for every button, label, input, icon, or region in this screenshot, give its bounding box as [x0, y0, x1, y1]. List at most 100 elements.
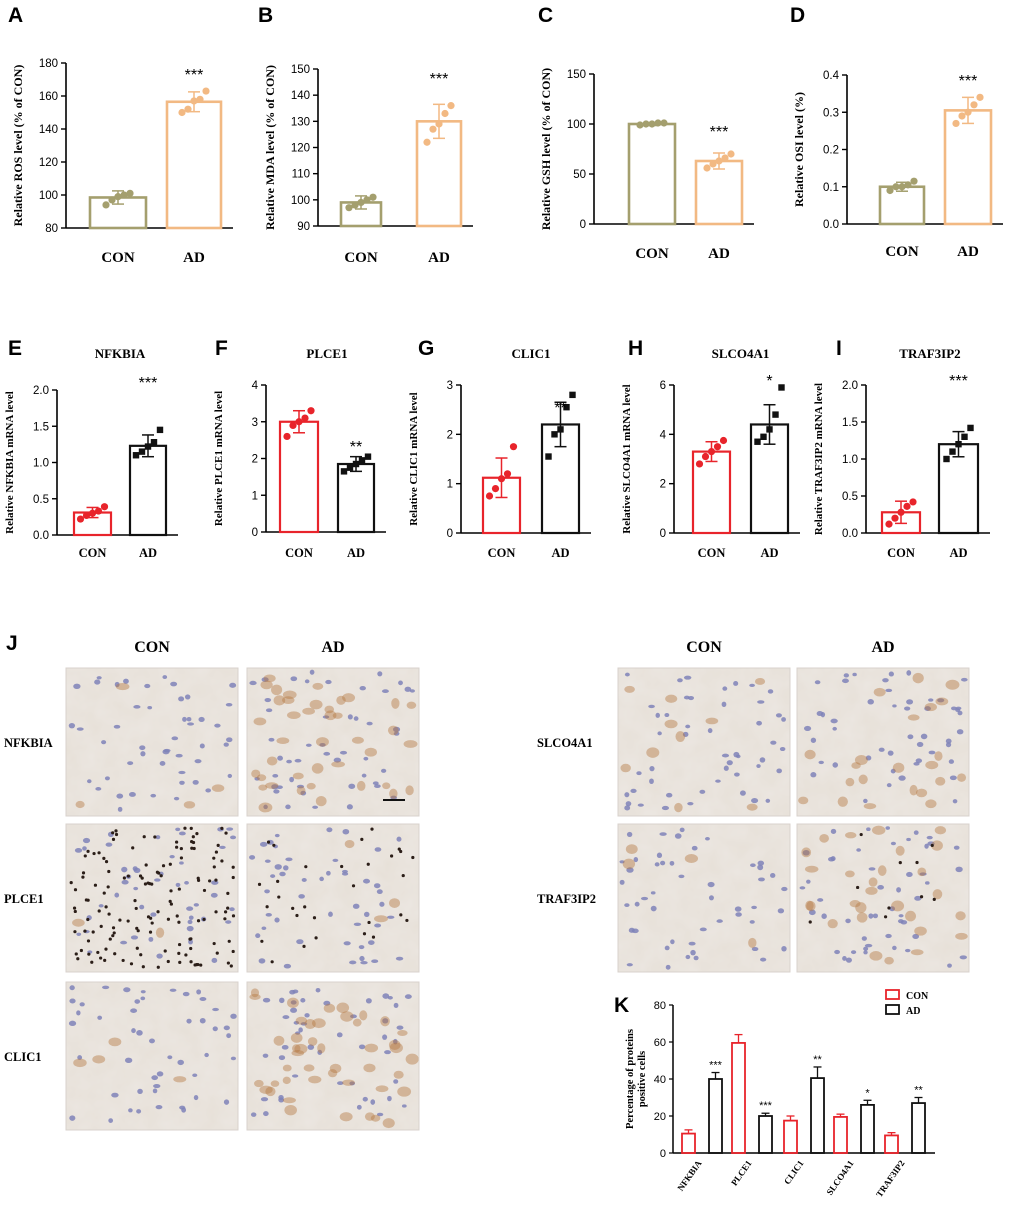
- chart-title: SLCO4A1: [712, 346, 770, 361]
- cell-nucleus: [751, 946, 759, 952]
- cell-nucleus: [319, 876, 324, 882]
- dark-nucleus: [87, 952, 91, 956]
- stained-cell: [389, 1042, 403, 1054]
- cell-nucleus: [289, 989, 296, 995]
- cell-nucleus: [323, 751, 331, 756]
- stained-cell: [329, 1063, 342, 1074]
- cell-nucleus: [392, 726, 401, 733]
- dark-nucleus: [214, 850, 219, 854]
- stained-cell: [873, 687, 886, 697]
- cell-nucleus: [845, 918, 851, 924]
- data-point: [88, 509, 97, 517]
- cell-nucleus: [300, 790, 307, 796]
- stained-cell: [211, 784, 225, 792]
- dark-nucleus: [215, 951, 219, 955]
- cell-nucleus: [348, 783, 356, 789]
- cell-nucleus: [350, 1014, 357, 1019]
- stained-cell: [382, 782, 391, 790]
- cell-nucleus: [374, 847, 382, 852]
- bar-ad: [128, 444, 168, 537]
- cell-nucleus: [661, 805, 670, 811]
- data-point: [283, 432, 291, 441]
- micrograph-frame: [65, 981, 239, 1131]
- cell-nucleus: [393, 731, 400, 736]
- dark-nucleus: [199, 963, 203, 967]
- cell-nucleus: [750, 863, 756, 868]
- cell-nucleus: [111, 1092, 119, 1098]
- cell-nucleus: [890, 841, 897, 846]
- stained-cell: [282, 696, 295, 704]
- y-tick-label: 0.4: [823, 70, 840, 82]
- stained-cell: [664, 719, 678, 729]
- cell-nucleus: [959, 955, 967, 960]
- cell-nucleus: [679, 827, 685, 833]
- significance-label: **: [813, 1054, 822, 1066]
- dark-nucleus: [399, 913, 403, 917]
- micrograph-image: [65, 667, 239, 817]
- stained-cell: [863, 803, 877, 810]
- cell-nucleus: [156, 1071, 164, 1077]
- cell-nucleus: [198, 716, 205, 723]
- stained-cell: [316, 737, 329, 747]
- data-point: [363, 196, 371, 204]
- cell-nucleus: [283, 963, 292, 969]
- stained-cell: [263, 674, 276, 683]
- cell-nucleus: [404, 994, 412, 999]
- y-tick-label: 90: [297, 221, 310, 233]
- cell-nucleus: [212, 1026, 218, 1032]
- significance-label: ***: [139, 375, 158, 392]
- cell-nucleus: [619, 860, 625, 864]
- stained-cell: [798, 796, 809, 805]
- cell-nucleus: [861, 936, 867, 941]
- dark-nucleus: [371, 935, 376, 939]
- dark-nucleus: [397, 847, 401, 851]
- stained-cell: [155, 927, 165, 938]
- cell-nucleus: [657, 731, 662, 736]
- y-tick-label: 100: [39, 190, 58, 202]
- cell-nucleus: [278, 1055, 286, 1061]
- bar-ad-slco4a1: [860, 1104, 875, 1154]
- cell-nucleus: [863, 946, 869, 951]
- micrograph-image: [796, 823, 970, 973]
- cell-nucleus: [121, 866, 128, 873]
- data-point: [642, 120, 650, 128]
- cell-nucleus: [926, 835, 933, 840]
- cell-nucleus: [337, 1081, 344, 1086]
- cell-nucleus: [162, 675, 168, 680]
- y-tick-label: 60: [654, 1037, 666, 1049]
- cell-nucleus: [878, 747, 885, 752]
- dark-nucleus: [114, 829, 118, 833]
- cell-nucleus: [230, 1013, 237, 1019]
- cell-nucleus: [366, 721, 373, 726]
- cell-nucleus: [97, 1015, 103, 1020]
- stained-cell: [364, 1043, 379, 1053]
- row-label: TRAF3IP2: [537, 892, 596, 906]
- stained-cell: [324, 705, 335, 714]
- cell-nucleus: [278, 1094, 284, 1101]
- dark-nucleus: [366, 862, 370, 866]
- data-point: [910, 177, 918, 185]
- stained-cell: [273, 695, 286, 706]
- dark-nucleus: [405, 918, 409, 923]
- cell-nucleus: [863, 950, 868, 955]
- dark-nucleus: [169, 902, 173, 906]
- cell-nucleus: [842, 956, 847, 961]
- dark-nucleus: [202, 888, 207, 893]
- cell-nucleus: [715, 779, 721, 783]
- dark-nucleus: [340, 864, 344, 869]
- data-point: [897, 508, 905, 516]
- stained-cell: [624, 685, 635, 693]
- cell-nucleus: [649, 778, 654, 785]
- cell-nucleus: [687, 696, 695, 701]
- stained-cell: [92, 1055, 106, 1064]
- dark-nucleus: [138, 874, 143, 878]
- stained-cell: [391, 697, 400, 709]
- chart-panel-c: 0 50 100 150 CON AD *** Relative GSH level (% o…: [539, 68, 754, 262]
- cell-nucleus: [82, 837, 91, 844]
- data-point: [943, 455, 950, 463]
- cell-nucleus: [749, 920, 755, 924]
- cell-nucleus: [381, 689, 389, 693]
- data-point: [76, 515, 85, 523]
- y-tick-label: 2: [447, 429, 453, 441]
- cell-nucleus: [882, 678, 889, 683]
